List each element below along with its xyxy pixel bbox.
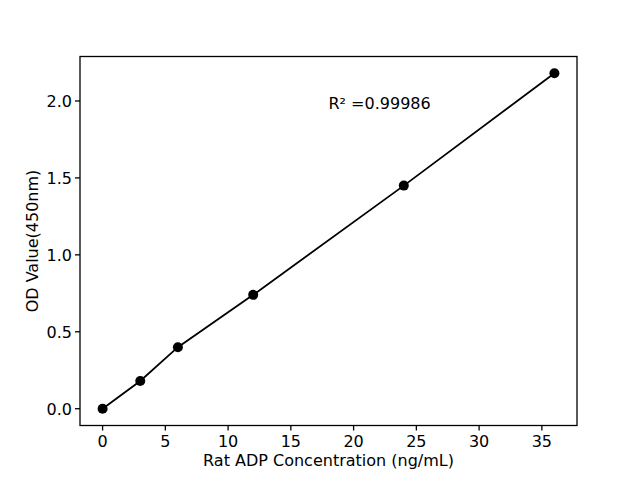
- x-tick-label: 35: [532, 432, 552, 451]
- data-point: [248, 290, 258, 300]
- data-point: [98, 404, 108, 414]
- y-tick-label: 0.5: [47, 323, 72, 342]
- data-point: [399, 181, 409, 191]
- standard-curve-line: [103, 73, 555, 408]
- x-tick-label: 30: [469, 432, 489, 451]
- y-tick-label: 1.0: [47, 246, 72, 265]
- x-tick-label: 0: [97, 432, 107, 451]
- x-tick-label: 15: [281, 432, 301, 451]
- x-tick-label: 5: [160, 432, 170, 451]
- x-axis-label: Rat ADP Concentration (ng/mL): [203, 451, 454, 470]
- y-tick-label: 1.5: [47, 169, 72, 188]
- r-squared-annotation: R² =0.99986: [329, 94, 431, 113]
- x-tick-label: 10: [218, 432, 238, 451]
- y-tick-label: 0.0: [47, 400, 72, 419]
- plot-area: 0 5 10 15 20 25 30 35 0.0 0.5 1.0 1.5 2.0: [47, 57, 577, 452]
- chart-canvas: 0 5 10 15 20 25 30 35 0.0 0.5 1.0 1.5 2.0 Rat ADP Co…: [0, 0, 640, 480]
- standard-curve-figure: 0 5 10 15 20 25 30 35 0.0 0.5 1.0 1.5 2.0 Rat ADP Co…: [0, 0, 640, 480]
- x-tick-label: 25: [406, 432, 426, 451]
- y-tick-label: 2.0: [47, 92, 72, 111]
- data-point: [135, 376, 145, 386]
- data-point: [173, 342, 183, 352]
- data-point: [549, 68, 559, 78]
- y-axis-label: OD Value(450nm): [23, 170, 42, 313]
- x-tick-label: 20: [343, 432, 363, 451]
- y-axis-label-group: OD Value(450nm): [23, 170, 42, 313]
